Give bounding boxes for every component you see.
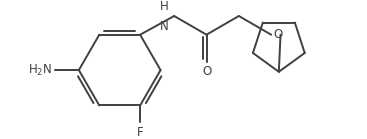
Text: H: H <box>160 0 168 13</box>
Text: N: N <box>160 20 168 33</box>
Text: H$_2$N: H$_2$N <box>28 63 52 78</box>
Text: O: O <box>202 65 211 78</box>
Text: O: O <box>274 28 283 41</box>
Text: F: F <box>137 126 143 139</box>
